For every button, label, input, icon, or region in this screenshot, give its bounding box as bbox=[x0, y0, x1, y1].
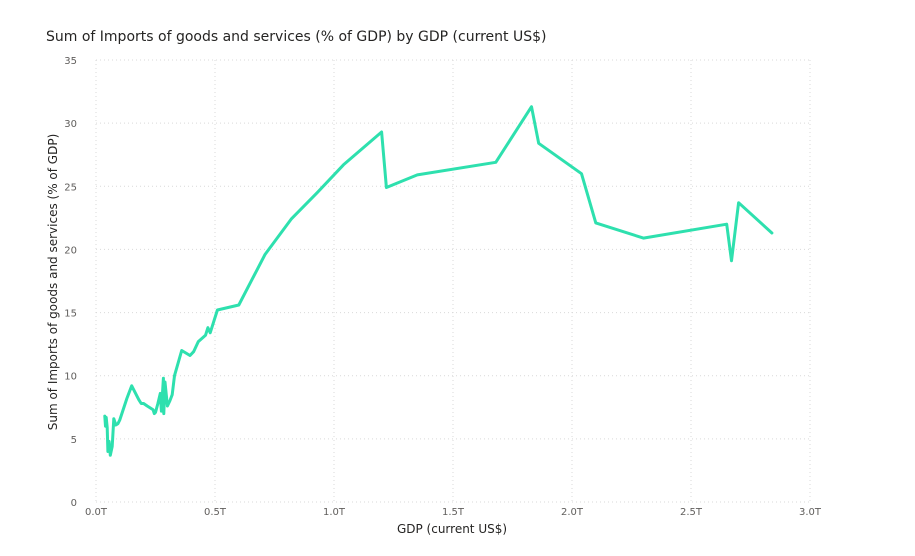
chart-title: Sum of Imports of goods and services (% … bbox=[46, 29, 547, 45]
y-tick-label: 15 bbox=[64, 309, 77, 320]
x-tick-label: 0.5T bbox=[204, 507, 227, 518]
series-group bbox=[103, 105, 774, 457]
x-tick-label: 2.5T bbox=[680, 507, 703, 518]
gridlines bbox=[95, 59, 811, 503]
y-tick-label: 20 bbox=[64, 245, 77, 256]
y-tick-label: 35 bbox=[64, 56, 77, 67]
y-tick-label: 5 bbox=[71, 435, 77, 446]
series-line[interactable] bbox=[103, 105, 774, 457]
y-axis-ticks: 0 5 10 15 20 25 30 35 bbox=[64, 56, 77, 509]
x-tick-label: 1.0T bbox=[323, 507, 346, 518]
y-tick-label: 30 bbox=[64, 119, 77, 130]
x-tick-label: 2.0T bbox=[561, 507, 584, 518]
x-tick-label: 3.0T bbox=[799, 507, 822, 518]
y-tick-label: 10 bbox=[64, 372, 77, 383]
x-axis-ticks: 0.0T 0.5T 1.0T 1.5T 2.0T 2.5T 3.0T bbox=[85, 507, 822, 518]
x-axis-title: GDP (current US$) bbox=[396, 522, 508, 536]
x-tick-label: 0.0T bbox=[85, 507, 108, 518]
x-tick-label: 1.5T bbox=[442, 507, 465, 518]
y-tick-label: 25 bbox=[64, 182, 77, 193]
y-tick-label: 0 bbox=[71, 498, 77, 509]
